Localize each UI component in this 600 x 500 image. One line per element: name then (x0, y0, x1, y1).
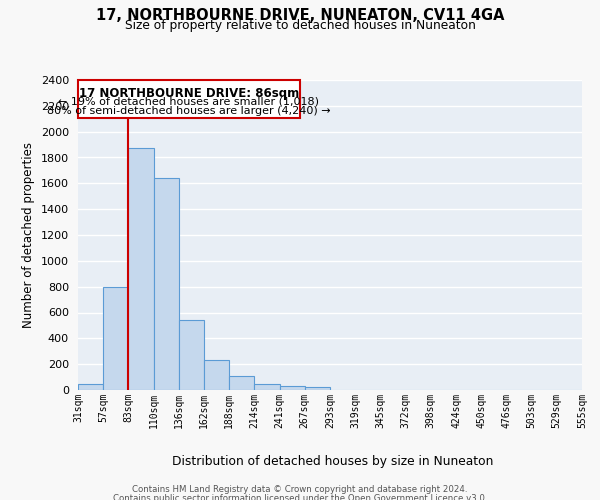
Bar (204, 360, 229, 390)
Text: Distribution of detached houses by size in Nuneaton: Distribution of detached houses by size … (172, 454, 494, 468)
Bar (229, 376, 254, 390)
Bar (103, 286, 128, 390)
Y-axis label: Number of detached properties: Number of detached properties (22, 142, 35, 328)
Bar (179, 320, 204, 390)
Text: Contains public sector information licensed under the Open Government Licence v3: Contains public sector information licen… (113, 494, 487, 500)
Text: Contains HM Land Registry data © Crown copyright and database right 2024.: Contains HM Land Registry data © Crown c… (132, 485, 468, 494)
Bar (78, 384, 103, 390)
Text: ← 19% of detached houses are smaller (1,018): ← 19% of detached houses are smaller (1,… (58, 96, 319, 106)
Text: 80% of semi-detached houses are larger (4,240) →: 80% of semi-detached houses are larger (… (47, 106, 331, 116)
Bar (154, 178, 179, 390)
Bar (254, 384, 280, 390)
Text: 17 NORTHBOURNE DRIVE: 86sqm: 17 NORTHBOURNE DRIVE: 86sqm (79, 87, 299, 100)
Bar (128, 148, 154, 390)
Bar (305, 388, 330, 390)
Bar (280, 386, 305, 390)
Text: 17, NORTHBOURNE DRIVE, NUNEATON, CV11 4GA: 17, NORTHBOURNE DRIVE, NUNEATON, CV11 4G… (96, 8, 504, 22)
Text: Size of property relative to detached houses in Nuneaton: Size of property relative to detached ho… (125, 19, 475, 32)
